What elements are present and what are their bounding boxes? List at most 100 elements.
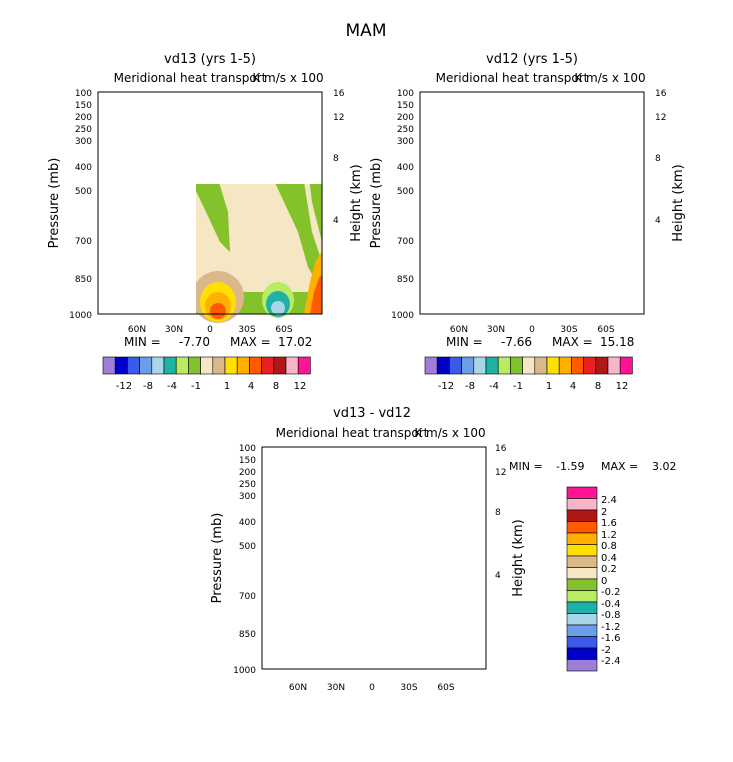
- colorbar-labels: 2.4 2 1.6 1.2 0.8 0.4 0.2 0 -0.2 -0.4 -0…: [601, 495, 621, 667]
- contour-tan-upper: [570, 106, 606, 150]
- colorbar-swatch: [224, 356, 238, 375]
- height-tick-label: 8: [495, 508, 501, 518]
- latitude-tick-label: 0: [207, 325, 213, 335]
- contour-yellow-polar: [478, 597, 486, 637]
- pressure-tick-label: 850: [397, 275, 414, 285]
- pressure-axis: 100 150 200 250 300 400 500 700 850 1000: [69, 89, 92, 321]
- colorbar-swatch: [566, 532, 598, 545]
- colorbar-swatch: [583, 356, 597, 375]
- colorbar-swatch: [566, 613, 598, 626]
- panel-subtitle: Meridional heat transport: [114, 71, 267, 85]
- colorbar-label: -4: [167, 381, 177, 392]
- colorbar-label: -2.4: [601, 656, 621, 667]
- contour-lightblue-south: [271, 301, 285, 315]
- pressure-tick-label: 250: [239, 480, 256, 490]
- contour-lightgreen-upper: [356, 475, 384, 515]
- colorbar-label: -8: [143, 381, 153, 392]
- colorbar-label: 1.6: [601, 518, 617, 529]
- colorbar-label: -0.2: [601, 587, 621, 598]
- colorbar-label: 8: [595, 381, 601, 392]
- pressure-axis: 100 150 200 250 300 400 500 700 850 1000: [233, 444, 256, 676]
- contour-green-band-2: [296, 447, 324, 669]
- colorbar-swatch: [424, 356, 438, 375]
- colorbar-swatch: [273, 356, 287, 375]
- contour-orange-upper-core: [192, 109, 202, 123]
- colorbar-label: 1.2: [601, 530, 617, 541]
- colorbar-swatch: [566, 498, 598, 511]
- colorbar-label: -2: [601, 645, 611, 656]
- latitude-tick-label: 0: [529, 325, 535, 335]
- contour-green-far-east: [626, 92, 644, 242]
- contour-green-band-1: [262, 447, 292, 669]
- colorbar-swatch: [510, 356, 523, 375]
- height-axis-label: Height (km): [671, 164, 686, 241]
- contour-teal-dot: [367, 492, 371, 498]
- height-tick-label: 16: [333, 89, 345, 99]
- colorbar-swatch: [249, 356, 262, 375]
- colorbar-swatch: [558, 356, 572, 375]
- colorbar-swatch: [127, 356, 140, 375]
- pressure-axis-label: Pressure (mb): [47, 158, 62, 249]
- pressure-tick-label: 250: [75, 125, 92, 135]
- pressure-tick-label: 400: [239, 518, 256, 528]
- colorbar-swatch: [461, 356, 475, 375]
- colorbar-swatch: [566, 521, 598, 534]
- colorbar-swatch: [114, 356, 128, 375]
- contour-lightblue-surface: [164, 298, 176, 316]
- colorbar-swatch: [534, 356, 548, 375]
- colorbar-label: 1: [546, 381, 552, 392]
- pressure-tick-label: 200: [75, 113, 92, 123]
- height-tick-label: 8: [333, 154, 339, 164]
- pressure-axis-label: Pressure (mb): [210, 513, 225, 604]
- contour-green-band-6: [428, 447, 458, 669]
- plot-frame: [419, 91, 645, 315]
- colorbar-swatch: [566, 659, 598, 672]
- latitude-tick-label: 0: [369, 683, 375, 693]
- colorbar-label: 8: [273, 381, 279, 392]
- contour-green-far-east: [309, 184, 322, 242]
- contour-green-west: [420, 92, 492, 297]
- contour-orange-equator: [527, 292, 553, 320]
- pressure-tick-label: 100: [75, 89, 92, 99]
- colorbar-swatch: [566, 544, 598, 557]
- colorbar-swatch: [566, 509, 598, 522]
- colorbar-label: -8: [465, 381, 475, 392]
- contour-yellow-upper: [511, 102, 527, 130]
- contour-green-west: [98, 92, 170, 297]
- latitude-tick-label: 30N: [327, 683, 345, 693]
- contour-lightgreen-south: [584, 282, 616, 318]
- panel-units: K m/s x 100: [414, 426, 485, 440]
- latitude-tick-label: 60N: [450, 325, 468, 335]
- min-label: MIN =: [509, 460, 543, 473]
- pressure-tick-label: 700: [239, 592, 256, 602]
- colorbar-label: -12: [438, 381, 454, 392]
- max-value: 15.18: [600, 335, 634, 349]
- colorbar-label: 2: [601, 507, 607, 518]
- contour-green-band-3: [328, 447, 368, 647]
- colorbar-label: 0.2: [601, 564, 617, 575]
- pressure-tick-label: 400: [397, 163, 414, 173]
- height-tick-label: 4: [655, 216, 661, 226]
- height-axis-label: Height (km): [349, 164, 364, 241]
- min-value: -1.59: [556, 460, 584, 473]
- contour-lightgreen-polar: [454, 607, 476, 669]
- contour-background: [420, 92, 644, 314]
- contour-green-band-4: [364, 487, 402, 669]
- colorbar-swatch: [566, 636, 598, 649]
- contour-lightgreen-upper: [214, 94, 242, 138]
- height-tick-label: 12: [495, 468, 506, 478]
- panel-title: vd13 (yrs 1-5): [164, 52, 256, 67]
- max-value: 17.02: [278, 335, 312, 349]
- contour-teal-surface-1: [280, 645, 292, 669]
- height-tick-label: 12: [333, 113, 344, 123]
- colorbar-swatch: [566, 601, 598, 614]
- contour-field: [262, 447, 486, 670]
- colorbar-label: -1.2: [601, 622, 621, 633]
- colorbar-labels: -12 -8 -4 -1 1 4 8 12: [116, 381, 307, 392]
- contour-tan-patch-1: [352, 614, 372, 650]
- pressure-axis-label: Pressure (mb): [369, 158, 384, 249]
- pressure-axis: 100 150 200 250 300 400 500 700 850 1000: [391, 89, 414, 321]
- latitude-tick-label: 30S: [238, 325, 255, 335]
- colorbar-label: 4: [248, 381, 254, 392]
- pressure-tick-label: 100: [397, 89, 414, 99]
